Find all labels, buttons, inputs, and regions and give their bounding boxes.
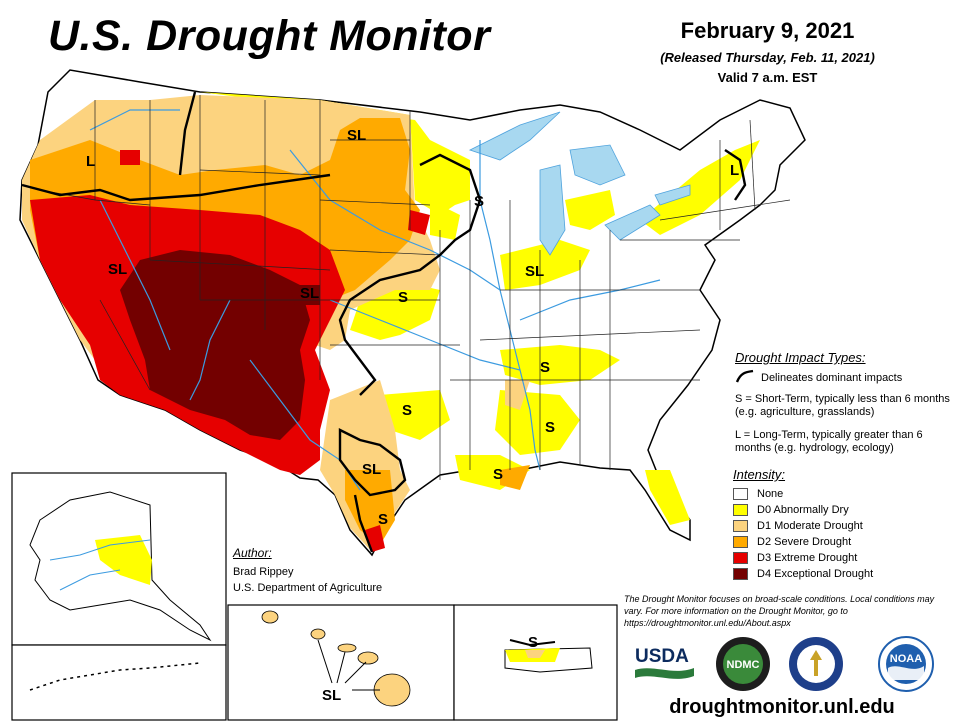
legend-row-d0: D0 Abnormally Dry xyxy=(733,502,849,517)
long-term-definition: L = Long-Term, typically greater than 6 … xyxy=(735,429,923,454)
usda-logo-text: USDA xyxy=(635,646,689,667)
map-date: February 9, 2021 xyxy=(680,18,855,43)
alaska-d0 xyxy=(95,535,152,585)
legend-swatch xyxy=(733,567,748,580)
legend-label: D1 Moderate Drought xyxy=(757,519,863,532)
label-sl-texas-south: SL xyxy=(362,461,381,478)
hawaii-inset-frame xyxy=(227,604,455,721)
label-l-oregon: L xyxy=(86,153,95,170)
page-title: U.S. Drought Monitor xyxy=(48,12,491,60)
impact-boundaries xyxy=(21,91,747,553)
author-organization: U.S. Department of Agriculture xyxy=(233,582,383,594)
commerce-seal-icon xyxy=(789,637,843,691)
label-sl-nevada: SL xyxy=(108,261,127,278)
author-heading: Author: xyxy=(233,546,272,560)
intensity-heading: Intensity: xyxy=(733,467,786,482)
short-term-definition: S = Short-Term, typically less than 6 mo… xyxy=(735,393,950,418)
impact-line-label: Delineates dominant impacts xyxy=(761,372,903,384)
alaska-rivers xyxy=(49,539,151,591)
legend-label: D4 Exceptional Drought xyxy=(757,567,874,580)
alaska-inset-lower-frame xyxy=(11,644,227,721)
legend-label: D2 Severe Drought xyxy=(757,535,852,548)
release-date: (Released Thursday, Feb. 11, 2021) xyxy=(660,50,875,65)
legend-swatch xyxy=(733,503,748,516)
label-sl-hawaii: SL xyxy=(322,687,341,704)
impact-line-icon xyxy=(735,369,754,383)
label-s-texas-tip: S xyxy=(378,511,388,528)
legend-swatch xyxy=(733,535,748,548)
aleutians xyxy=(29,662,201,691)
label-l-northeast: L xyxy=(730,162,739,179)
legend-label: D3 Extreme Drought xyxy=(757,551,858,564)
hawaii-pointer-lines xyxy=(317,639,380,691)
noaa-logo-text: NOAA xyxy=(890,653,922,665)
ndmc-logo-text: NDMC xyxy=(727,659,760,671)
label-s-kansas: S xyxy=(398,289,408,306)
disclaimer-note: The Drought Monitor focuses on broad-sca… xyxy=(624,594,935,628)
impact-types-heading: Drought Impact Types: xyxy=(735,350,866,365)
author-name: Brad Rippey xyxy=(233,566,294,578)
valid-time: Valid 7 a.m. EST xyxy=(717,70,818,85)
d0-areas xyxy=(70,80,760,525)
legend-swatch xyxy=(733,487,748,500)
legend-label: D0 Abnormally Dry xyxy=(757,503,849,516)
label-s-minnesota: S xyxy=(474,193,484,210)
legend-swatch xyxy=(733,519,748,532)
label-s-louisiana: S xyxy=(493,466,503,483)
legend-row-d3: D3 Extreme Drought xyxy=(733,550,857,565)
label-sl-montana: SL xyxy=(347,127,366,144)
website-link[interactable]: droughtmonitor.unl.edu xyxy=(669,696,895,718)
label-s-puerto-rico: S xyxy=(528,634,538,651)
noaa-logo: NOAA xyxy=(878,636,934,692)
hawaii-islands xyxy=(261,610,411,707)
ndmc-logo: NDMC xyxy=(716,637,770,691)
legend-row-d4: D4 Exceptional Drought xyxy=(733,566,873,581)
state-borders xyxy=(39,95,791,480)
puerto-rico-boundary xyxy=(509,639,556,647)
label-s-mississippi: S xyxy=(545,419,555,436)
label-s-texas-central: S xyxy=(402,402,412,419)
legend-row-d2: D2 Severe Drought xyxy=(733,534,851,549)
label-sl-illinois: SL xyxy=(525,263,544,280)
puerto-rico-d1 xyxy=(525,650,545,658)
legend-swatch xyxy=(733,551,748,564)
legend-label: None xyxy=(757,487,784,500)
map-impact-labels: SL L S SL SL S SL L S S S SL S S SL S xyxy=(86,127,739,704)
label-s-arkansas: S xyxy=(540,359,550,376)
great-lakes xyxy=(468,111,691,256)
legend-row-d1: D1 Moderate Drought xyxy=(733,518,863,533)
label-sl-colorado: SL xyxy=(300,285,319,302)
legend-row-none: None xyxy=(733,486,783,501)
usda-logo: USDA xyxy=(635,646,694,679)
